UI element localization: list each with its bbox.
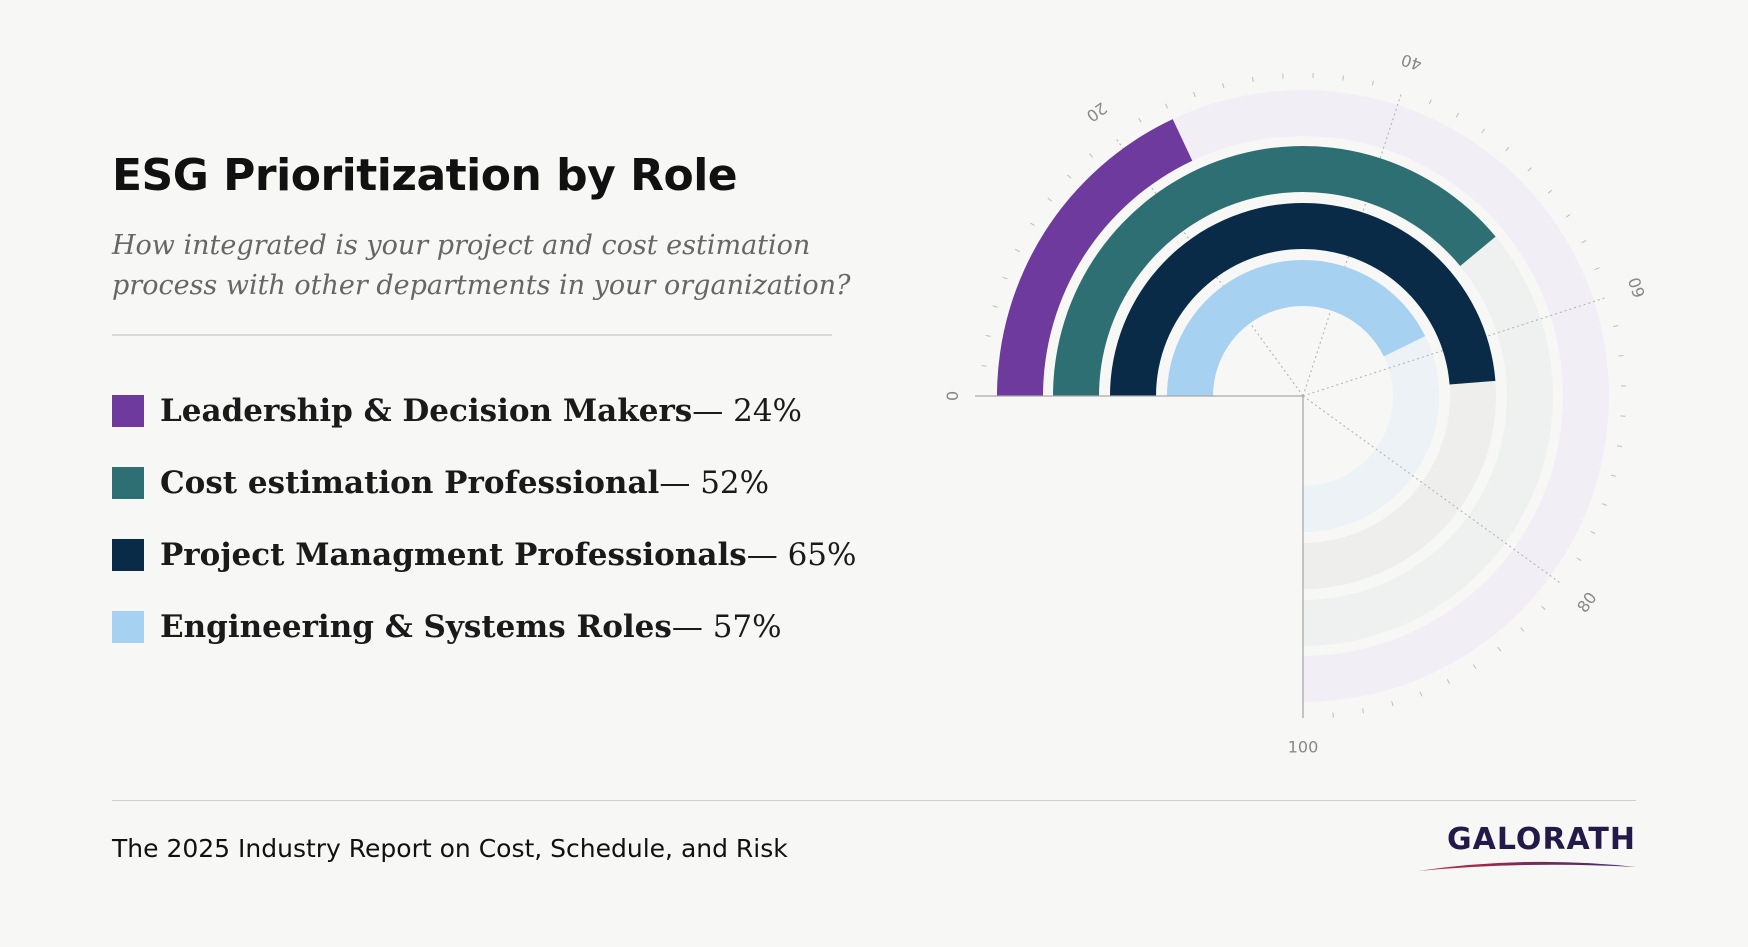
legend-swatch [112,467,144,499]
minor-tick [1342,75,1344,81]
legend-value: 65% [787,537,857,573]
minor-tick [1547,189,1553,194]
gridline [1302,395,1563,585]
tick-label: 40 [1399,50,1424,74]
minor-tick [1030,222,1035,227]
minor-tick [1165,103,1169,109]
minor-tick [1014,248,1020,253]
data-bar [1167,260,1426,396]
minor-tick [1581,239,1587,244]
legend-label: Leadership & Decision Makers [160,393,693,429]
minor-tick [1455,112,1460,118]
legend-item-cost-estimation: Cost estimation Professional — 52% [112,447,856,519]
minor-tick [1481,128,1485,134]
report-title: The 2025 Industry Report on Cost, Schedu… [112,834,788,863]
data-bar [1110,203,1496,396]
minor-tick [1251,76,1254,82]
logo-swoosh-icon [1418,861,1636,871]
legend-value: 57% [712,609,782,645]
data-bar [997,119,1193,396]
tick-label: 100 [1288,738,1319,757]
minor-tick [985,334,991,337]
legend-swatch [112,539,144,571]
legend-swatch [112,611,144,643]
minor-tick [1047,197,1053,202]
chart-title: ESG Prioritization by Role [112,150,738,201]
minor-tick [1613,325,1619,328]
legend-separator: — [671,609,703,645]
minor-tick [1576,557,1582,561]
minor-tick [1371,80,1374,86]
legend-separator: — [659,465,691,501]
minor-tick [1193,91,1196,97]
minor-tick [1497,646,1502,652]
legend-item-project-management: Project Managment Professionals — 65% [112,519,856,591]
minor-tick [1138,117,1142,123]
header-divider [112,334,832,336]
legend-separator: — [746,537,778,573]
legend-label: Engineering & Systems Roles [160,609,672,645]
minor-tick [1541,605,1546,610]
minor-tick [1002,276,1008,280]
footer-divider [112,800,1636,801]
minor-tick [1472,664,1477,669]
minor-tick [1067,174,1072,179]
radial-bar-chart: 0 20 40 60 80 100 [943,50,1650,757]
legend-label: Cost estimation Professional [160,465,660,501]
minor-tick [1362,708,1365,714]
minor-tick [1610,474,1616,477]
tick-label: 20 [1083,98,1111,125]
minor-tick [1391,701,1394,707]
chart-subtitle: How integrated is your project and cost … [112,230,851,301]
legend-separator: — [692,393,724,429]
tick-label: 80 [1573,588,1600,616]
legend-label: Project Managment Professionals [160,537,747,573]
legend-swatch [112,395,144,427]
minor-tick [1527,167,1532,172]
minor-tick [1617,445,1623,448]
legend-item-leadership: Leadership & Decision Makers — 24% [112,375,856,447]
logo-wordmark: GALORATH [1447,822,1636,857]
legend-value: 52% [700,465,770,501]
minor-tick [1602,503,1608,506]
minor-tick [1419,691,1423,697]
legend-value: 24% [733,393,803,429]
legend-item-engineering: Engineering & Systems Roles — 57% [112,591,856,663]
tick-label: 0 [943,391,962,401]
minor-tick [1446,679,1451,685]
minor-tick [1520,627,1525,632]
minor-tick [1590,530,1596,534]
data-bar [1053,146,1496,396]
legend: Leadership & Decision Makers — 24% Cost … [112,375,856,663]
minor-tick [1089,153,1094,158]
minor-tick [1222,83,1225,89]
minor-tick [992,305,998,308]
minor-tick [1565,214,1571,218]
galorath-logo: GALORATH [1416,822,1638,874]
minor-tick [1618,355,1624,357]
minor-tick [1594,267,1600,271]
minor-tick [1505,146,1510,152]
tick-label: 60 [1625,275,1649,300]
minor-tick [1428,99,1432,105]
